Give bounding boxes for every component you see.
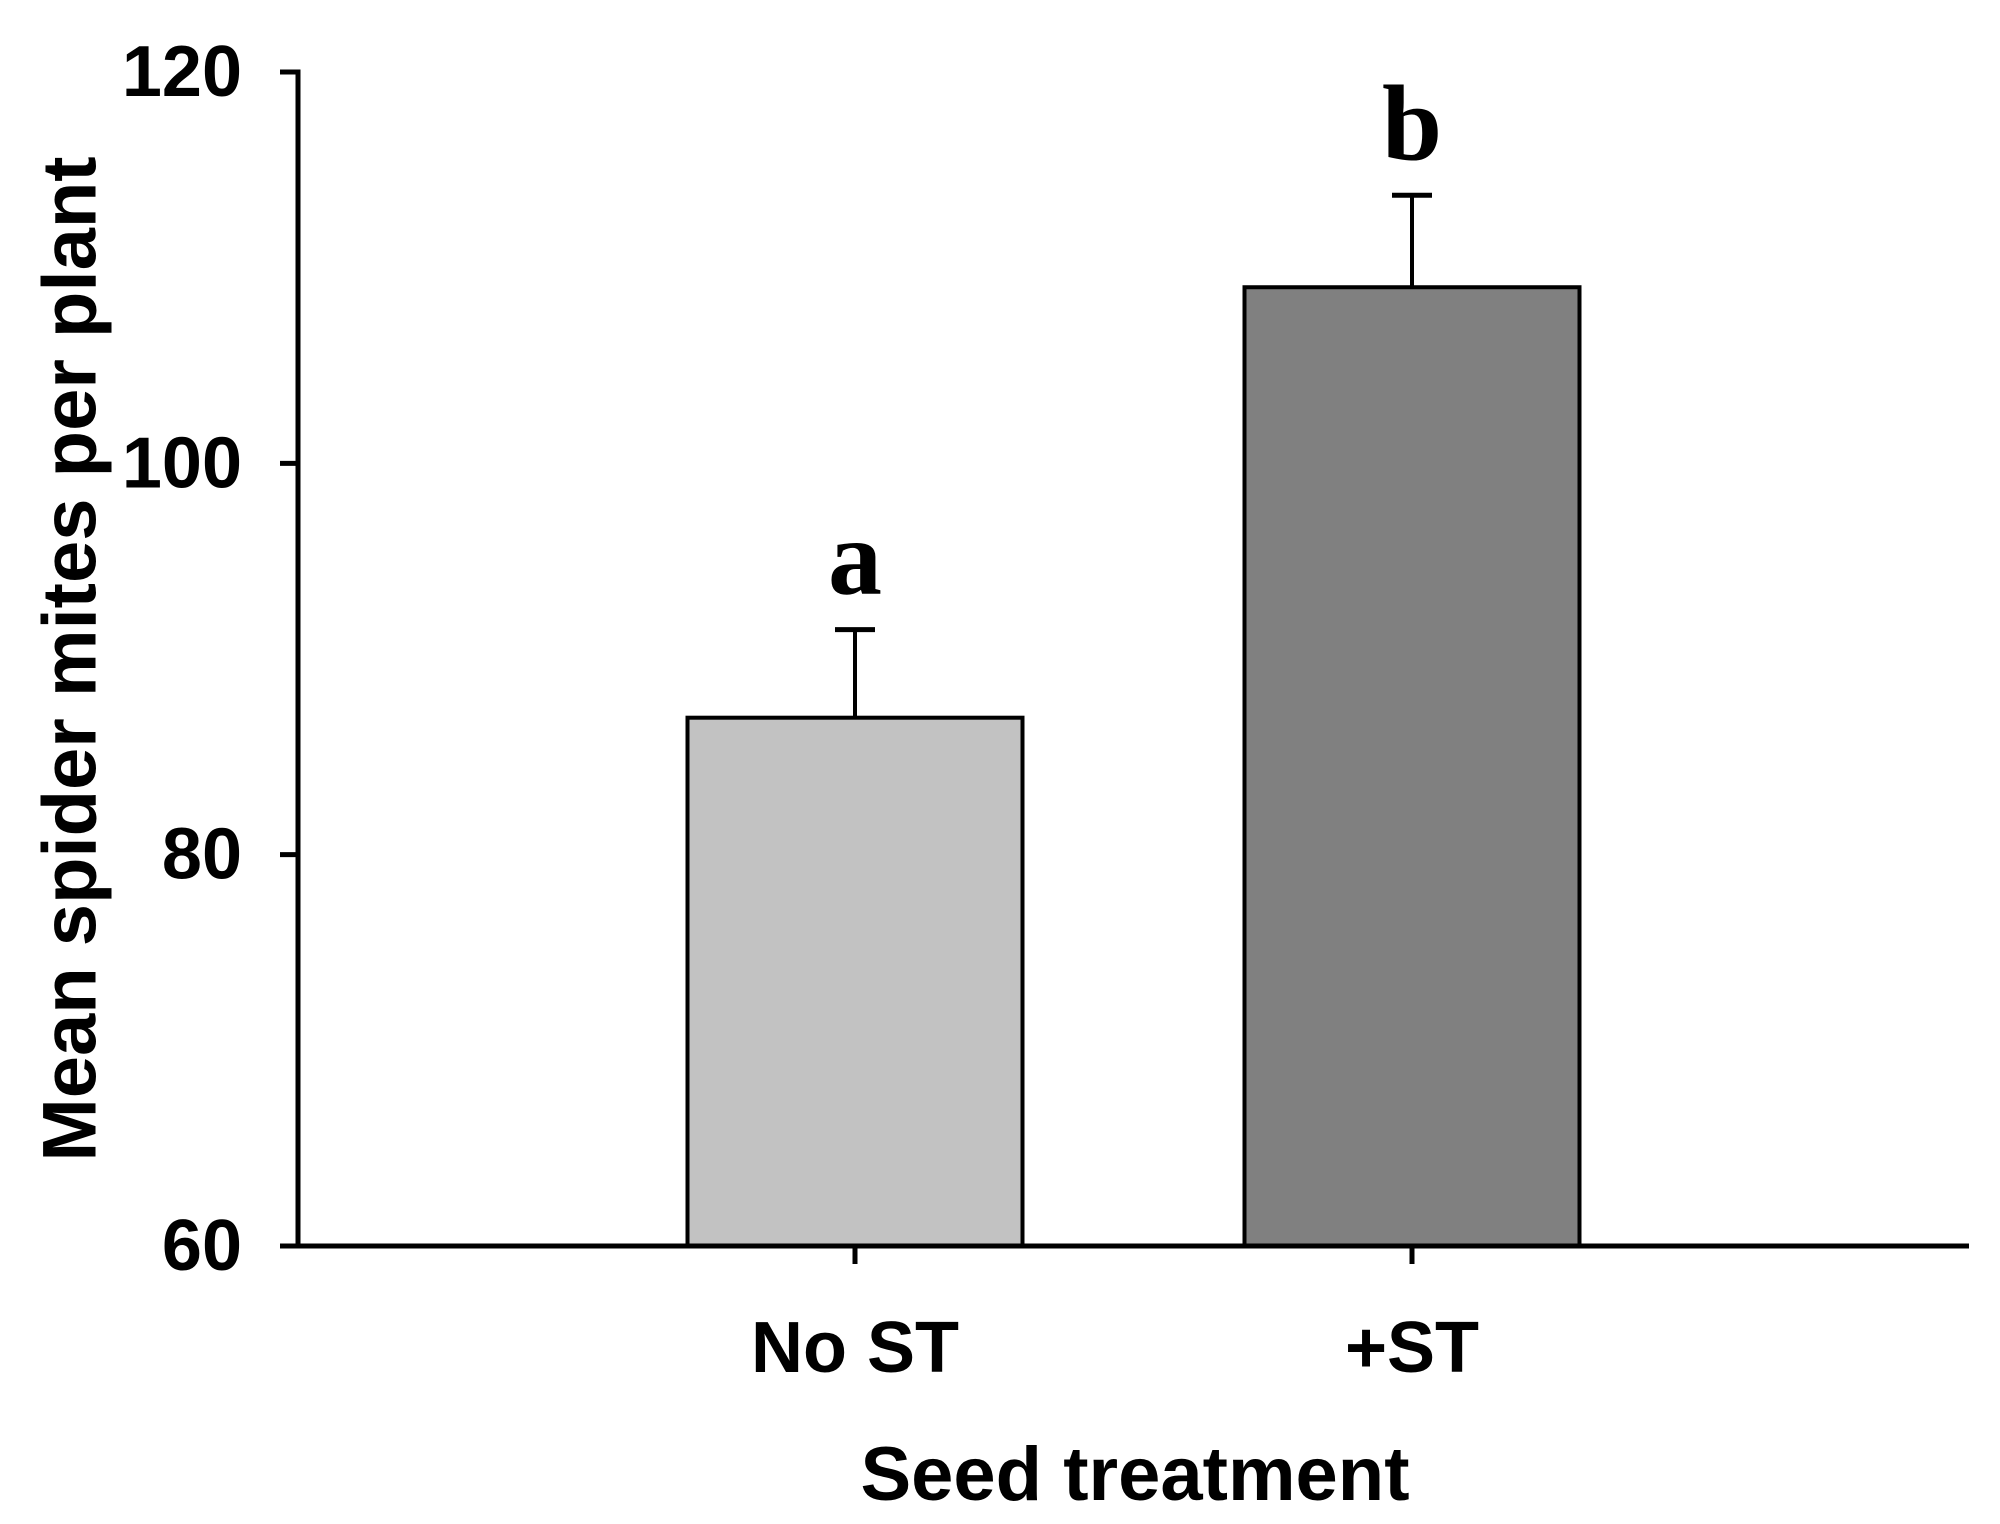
y-tick-label: 120	[122, 32, 242, 112]
y-tick-label: 100	[122, 423, 242, 503]
bar-st	[1242, 285, 1582, 1248]
x-tick-label-st: +ST	[1345, 1308, 1479, 1388]
significance-letter-no-st: a	[828, 499, 882, 618]
y-tick-label: 60	[162, 1206, 242, 1286]
y-tick-label: 80	[162, 815, 242, 895]
bar-no-st	[685, 715, 1025, 1248]
x-tick-label-no-st: No ST	[751, 1308, 959, 1388]
x-axis-title: Seed treatment	[860, 1432, 1409, 1517]
significance-letter-st: b	[1382, 64, 1442, 183]
y-axis-title: Mean spider mites per plant	[28, 156, 113, 1161]
